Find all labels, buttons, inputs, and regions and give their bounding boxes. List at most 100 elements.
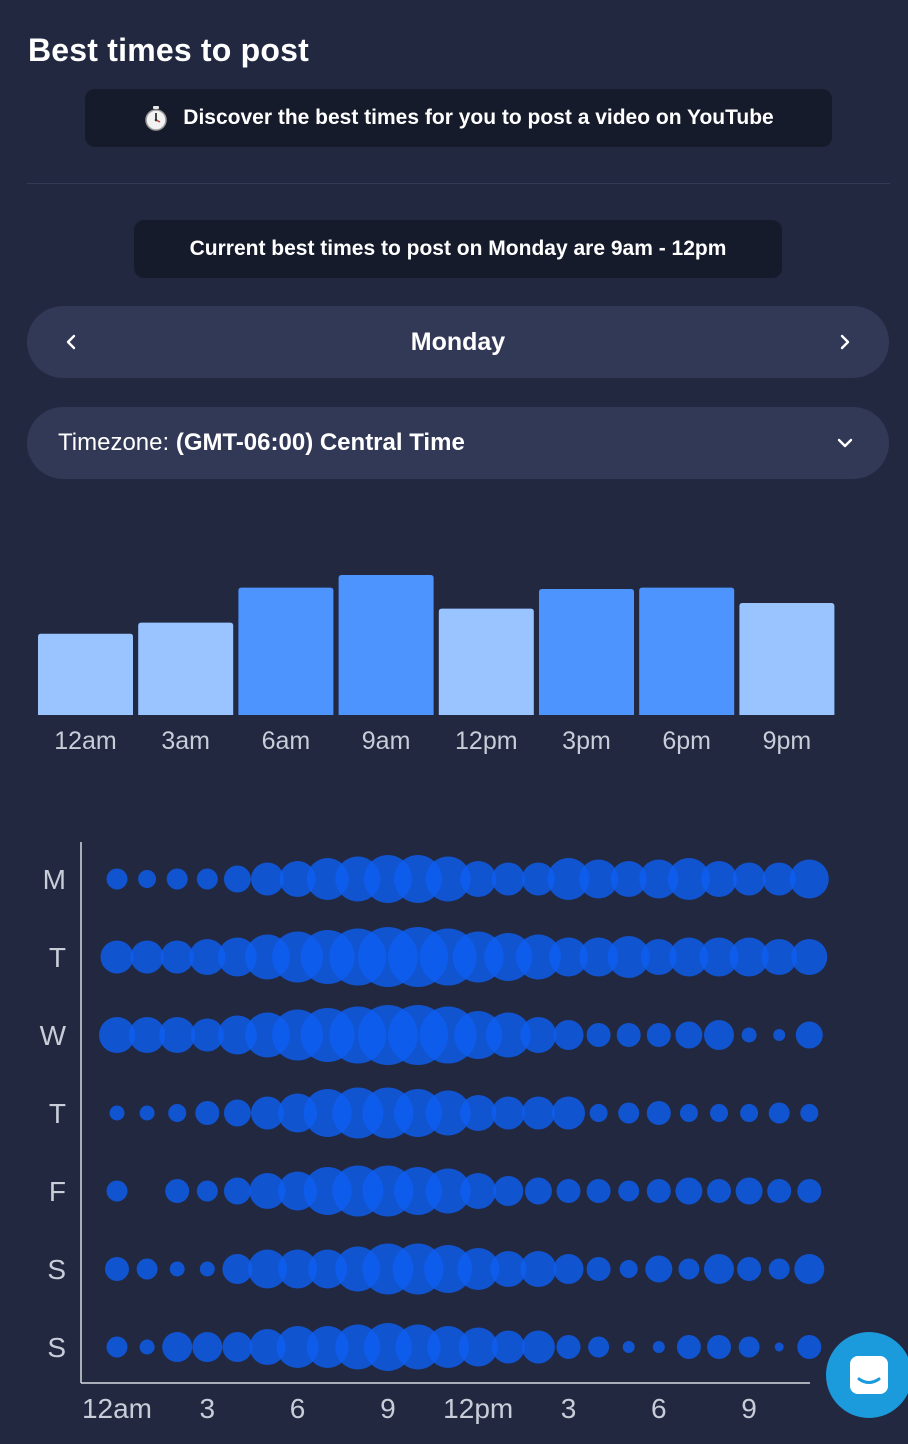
day-label: Monday bbox=[410, 327, 506, 356]
bubble bbox=[160, 940, 194, 974]
bubble bbox=[618, 1180, 640, 1202]
bubble bbox=[675, 1021, 703, 1049]
bubble bbox=[159, 1017, 196, 1053]
bubble bbox=[586, 1023, 611, 1047]
bubble bbox=[251, 862, 284, 896]
bubble bbox=[106, 1180, 128, 1202]
bubble bbox=[679, 1104, 698, 1122]
bubble bbox=[139, 1105, 155, 1121]
bubble bbox=[773, 1029, 786, 1041]
bar bbox=[639, 587, 735, 715]
bubble bbox=[308, 1249, 348, 1289]
info-banner-text: Discover the best times for you to post … bbox=[183, 106, 774, 129]
bubble bbox=[678, 1258, 700, 1280]
bar bbox=[138, 622, 234, 715]
bubble bbox=[491, 1330, 525, 1364]
bubble-row-label: F bbox=[49, 1176, 66, 1207]
bubble bbox=[424, 1245, 473, 1293]
bubble bbox=[276, 1326, 319, 1368]
bubble bbox=[619, 1260, 638, 1278]
bubble bbox=[195, 1101, 220, 1125]
stopwatch-icon bbox=[145, 106, 168, 131]
bubble bbox=[552, 1096, 585, 1130]
bubble bbox=[129, 1017, 166, 1053]
bubble bbox=[586, 1179, 611, 1203]
bubble bbox=[704, 1020, 734, 1050]
bar-x-tick-label: 9pm bbox=[763, 727, 812, 755]
weekly-bubble-chart: M T W T F S S 12am 3 6 9 12pm 3 6 9 bbox=[40, 842, 829, 1424]
day-selector: Monday bbox=[27, 306, 889, 378]
bubble bbox=[138, 870, 157, 888]
bubble bbox=[99, 1017, 135, 1053]
bubble bbox=[579, 937, 619, 977]
bubble bbox=[774, 1342, 784, 1352]
bubble bbox=[196, 1180, 218, 1202]
bubble bbox=[520, 1251, 557, 1287]
bar-x-tick-label: 6pm bbox=[662, 727, 711, 755]
prev-day-button[interactable] bbox=[53, 324, 89, 360]
bubble-row-label: M bbox=[43, 864, 66, 895]
bubble bbox=[589, 1104, 608, 1122]
bubble bbox=[166, 868, 188, 890]
bubble bbox=[521, 862, 555, 896]
bubble bbox=[521, 1096, 555, 1130]
chevron-down-icon bbox=[837, 438, 853, 448]
bubble bbox=[588, 1336, 610, 1358]
bubble bbox=[217, 937, 257, 977]
bubble bbox=[791, 939, 828, 975]
bubble bbox=[646, 1023, 671, 1047]
bubble bbox=[646, 1179, 671, 1203]
bubble bbox=[521, 1330, 555, 1364]
bubble bbox=[169, 1261, 185, 1277]
bubble bbox=[735, 1177, 763, 1205]
bar-x-tick-label: 3pm bbox=[562, 727, 611, 755]
bubble-x-tick-label: 12am bbox=[82, 1393, 152, 1424]
chevron-left-icon bbox=[66, 334, 76, 350]
bubble bbox=[800, 1104, 819, 1122]
bubble bbox=[549, 937, 588, 977]
bubble bbox=[223, 1177, 251, 1205]
bubble bbox=[189, 939, 226, 975]
bubble bbox=[732, 862, 766, 896]
bubble bbox=[491, 862, 525, 896]
bubble bbox=[249, 1329, 286, 1365]
bar bbox=[438, 608, 534, 715]
bubble bbox=[740, 1104, 759, 1122]
bubble bbox=[768, 1258, 790, 1280]
bubble bbox=[586, 1257, 611, 1281]
bubble bbox=[100, 940, 134, 974]
bubble bbox=[524, 1177, 552, 1205]
bubble-row-label: T bbox=[49, 942, 66, 973]
bubble bbox=[491, 1096, 525, 1130]
bubble-x-tick-label: 9 bbox=[380, 1393, 396, 1424]
next-day-button[interactable] bbox=[827, 324, 863, 360]
bubble bbox=[105, 1257, 129, 1281]
bubble bbox=[109, 1105, 125, 1121]
bubble bbox=[707, 1335, 731, 1359]
bubble bbox=[738, 1336, 760, 1358]
bubble bbox=[493, 1176, 524, 1206]
bubble bbox=[106, 868, 128, 890]
bubble bbox=[704, 1254, 734, 1284]
timezone-text: Timezone: (GMT-06:00) Central Time bbox=[58, 429, 465, 457]
bubble bbox=[425, 856, 471, 902]
bubble bbox=[196, 868, 218, 890]
bubble bbox=[457, 1248, 500, 1290]
bubble bbox=[701, 861, 737, 897]
bubble bbox=[789, 859, 829, 899]
bubble bbox=[139, 1339, 155, 1355]
chat-button[interactable] bbox=[826, 1332, 908, 1418]
bubble-x-tick-label: 9 bbox=[741, 1393, 757, 1424]
bubble bbox=[762, 862, 796, 896]
bubble bbox=[737, 1257, 762, 1281]
bar bbox=[739, 603, 835, 715]
page-title: Best times to post bbox=[28, 32, 309, 68]
bubble bbox=[610, 861, 647, 897]
bubble bbox=[616, 1023, 641, 1047]
bar-x-tick-label: 3am bbox=[161, 727, 210, 755]
timezone-select[interactable]: Timezone: (GMT-06:00) Central Time bbox=[27, 407, 889, 479]
bubble bbox=[427, 1326, 470, 1368]
bubble-row-label: S bbox=[47, 1332, 66, 1363]
bubble bbox=[190, 1018, 224, 1052]
bubble bbox=[699, 937, 739, 977]
